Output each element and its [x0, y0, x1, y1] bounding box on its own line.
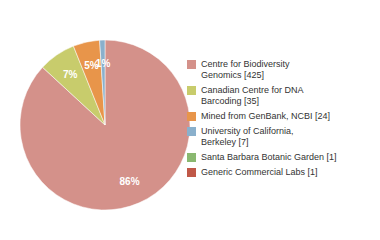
svg-text:5%: 5% — [84, 59, 99, 71]
svg-text:1%: 1% — [96, 58, 111, 69]
html-text:Generic Commercial Labs [1]: Generic Commercial Labs [1] — [201, 166, 318, 177]
html-text:Canadian Centre for DNA Barcod: Canadian Centre for DNA Barcoding [35] — [201, 84, 304, 106]
html-text:University of California, Berk: University of California, Berkeley [7] — [201, 125, 294, 147]
html-text:Santa Barbara Botanic Garden [: Santa Barbara Botanic Garden [1] — [201, 151, 337, 162]
svg-text:86%: 86% — [120, 176, 140, 187]
html-text:Mined from GenBank, NCBI [24]: Mined from GenBank, NCBI [24] — [201, 110, 331, 121]
html-text:Centre for Biodiversity Genomi: Centre for Biodiversity Genomics [425] — [201, 58, 290, 80]
svg-text:7%: 7% — [63, 69, 78, 80]
